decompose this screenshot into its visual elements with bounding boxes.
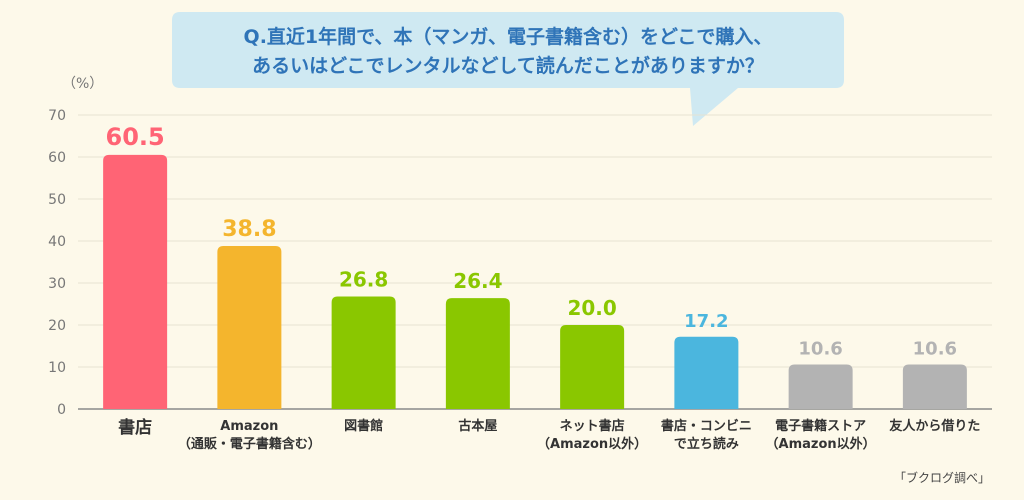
y-tick-label: 40 — [48, 234, 66, 250]
category-label: 友人から借りた — [889, 418, 980, 434]
category-label: （Amazon以外） — [766, 436, 876, 452]
bar-value-label: 38.8 — [222, 217, 276, 242]
bar-value-label: 10.6 — [913, 338, 957, 359]
bar — [445, 298, 510, 409]
category-label: 図書館 — [344, 418, 383, 434]
y-tick-label: 60 — [48, 150, 66, 166]
category-label: （Amazon以外） — [537, 436, 647, 452]
bar — [217, 246, 282, 409]
question-line-1: Q.直近1年間で、本（マンガ、電子書籍含む）をどこで購入、 — [244, 25, 773, 48]
value-labels: 60.5 38.8 26.8 26.4 20.0 17.2 10.6 10.6 — [106, 123, 958, 360]
bar — [674, 336, 739, 409]
category-label: で立ち読み — [674, 436, 739, 452]
y-tick-label: 30 — [48, 276, 66, 292]
question-bubble: Q.直近1年間で、本（マンガ、電子書籍含む）をどこで購入、 あるいはどこでレンタ… — [172, 12, 844, 126]
y-tick-label: 50 — [48, 192, 66, 208]
bar — [103, 154, 168, 409]
category-label: 古本屋 — [458, 418, 497, 434]
bar — [788, 364, 853, 409]
category-label: ネット書店 — [560, 418, 625, 434]
bar-value-label: 60.5 — [106, 123, 165, 151]
y-axis-unit-label: （%） — [62, 76, 103, 92]
y-tick-label: 70 — [48, 108, 66, 124]
category-labels: 書店 Amazon （通販・電子書籍含む） 図書館 古本屋 ネット書店 （Amazon以外）… — [118, 417, 980, 452]
y-tick-label: 20 — [48, 318, 66, 334]
gridlines — [78, 114, 992, 368]
bar — [331, 296, 396, 409]
source-note: 「ブクログ調べ」 — [894, 470, 990, 485]
y-axis-ticks: 0 10 20 30 40 50 60 70 — [48, 108, 66, 418]
y-tick-label: 0 — [57, 402, 66, 418]
bar — [560, 325, 625, 409]
category-label: Amazon — [220, 419, 278, 434]
bar — [902, 364, 967, 409]
bar-value-label: 17.2 — [684, 311, 728, 332]
bars — [103, 154, 967, 409]
bar-value-label: 20.0 — [567, 296, 616, 320]
category-label: （通販・電子書籍含む） — [178, 436, 321, 452]
bar-value-label: 10.6 — [798, 338, 842, 359]
bar-value-label: 26.4 — [453, 269, 502, 293]
bar-value-label: 26.8 — [339, 267, 388, 291]
category-label: 書店 — [118, 417, 152, 438]
question-line-2: あるいはどこでレンタルなどして読んだことがありますか？ — [252, 54, 764, 77]
y-tick-label: 10 — [48, 360, 66, 376]
category-label: 書店・コンビニ — [661, 418, 752, 434]
category-label: 電子書籍ストア — [775, 418, 866, 434]
